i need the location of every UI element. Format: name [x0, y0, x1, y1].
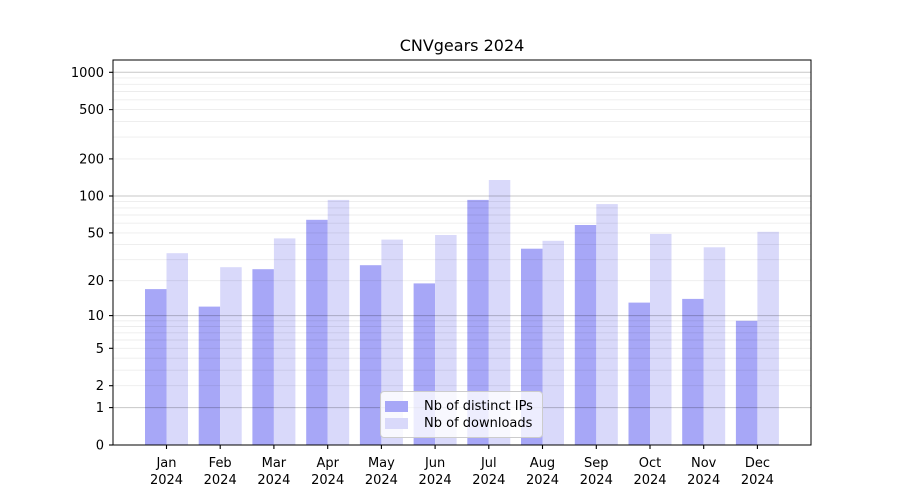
bar-distinct-ips-dec [735, 320, 758, 445]
bar-downloads-apr [327, 199, 350, 445]
x-tick-year-label: 2024 [419, 473, 452, 488]
x-tick-label-mar: Mar [262, 456, 287, 471]
bar-downloads-oct [650, 233, 672, 445]
y-tick-label-0: 0 [96, 439, 104, 454]
bar-distinct-ips-nov [682, 298, 704, 445]
bar-downloads-feb [220, 267, 242, 445]
x-tick-year-label: 2024 [204, 473, 237, 488]
legend-swatch-distinct-ips [385, 401, 408, 412]
gridlines-group [113, 71, 811, 409]
x-tick-label-nov: Nov [691, 456, 717, 471]
x-tick-year-label: 2024 [526, 473, 559, 488]
legend: Nb of distinct IPs Nb of downloads [380, 391, 543, 438]
x-tick-year-label: 2024 [633, 473, 666, 488]
bar-distinct-ips-mar [252, 269, 274, 445]
x-tick-year-label: 2024 [311, 473, 344, 488]
x-tick-year-label: 2024 [150, 473, 183, 488]
bar-distinct-ips-feb [198, 306, 221, 445]
bar-distinct-ips-apr [306, 219, 328, 445]
y-tick-label-500: 500 [79, 103, 104, 118]
x-tick-label-dec: Dec [745, 456, 770, 471]
bar-downloads-mar [273, 238, 296, 445]
legend-swatch-downloads [385, 418, 408, 429]
bar-distinct-ips-sep [574, 225, 597, 445]
x-tick-label-aug: Aug [530, 456, 555, 471]
bar-downloads-sep [596, 204, 618, 445]
legend-label-downloads: Nb of downloads [424, 416, 533, 431]
x-tick-label-may: May [368, 456, 395, 471]
bar-distinct-ips-oct [628, 302, 650, 445]
bar-downloads-jul [488, 180, 511, 445]
bar-distinct-ips-jul [467, 199, 489, 445]
x-tick-label-jul: Jul [480, 456, 497, 471]
bar-downloads-aug [542, 240, 564, 445]
x-tick-label-sep: Sep [584, 456, 609, 471]
x-tick-year-label: 2024 [472, 473, 505, 488]
x-tick-year-label: 2024 [257, 473, 290, 488]
x-tick-label-feb: Feb [209, 456, 232, 471]
y-tick-label-10: 10 [87, 309, 104, 324]
x-tick-label-apr: Apr [316, 456, 339, 471]
y-tick-label-20: 20 [87, 274, 104, 289]
y-tick-label-200: 200 [79, 152, 104, 167]
y-tick-label-1: 1 [96, 401, 104, 416]
axes-group [109, 59, 812, 449]
bar-downloads-dec [757, 231, 779, 445]
y-tick-label-100: 100 [79, 190, 104, 205]
x-tick-label-jun: Jun [424, 456, 445, 471]
x-tick-label-jan: Jan [155, 456, 176, 471]
x-tick-year-label: 2024 [741, 473, 774, 488]
x-tick-year-label: 2024 [580, 473, 613, 488]
y-tick-label-1000: 1000 [71, 66, 104, 81]
y-tick-label-5: 5 [96, 342, 104, 357]
bar-distinct-ips-jan [145, 289, 167, 445]
bar-distinct-ips-may [359, 265, 382, 445]
legend-label-distinct-ips: Nb of distinct IPs [424, 399, 533, 414]
plot-border [112, 59, 812, 446]
legend-item-downloads: Nb of downloads [385, 416, 536, 431]
y-tick-label-2: 2 [96, 379, 104, 394]
axis-labels-group: 0 1 2 5 10 20 50 100 200 500 1000 Jan 2024 Feb 2024 Mar… [71, 66, 774, 488]
x-tick-label-oct: Oct [639, 456, 661, 471]
chart-title: CNVgears 2024 [399, 36, 525, 55]
x-tick-year-label: 2024 [365, 473, 398, 488]
x-tick-year-label: 2024 [687, 473, 720, 488]
bar-downloads-jan [166, 253, 188, 445]
bar-downloads-nov [703, 247, 726, 445]
y-tick-label-50: 50 [87, 226, 104, 241]
legend-item-distinct-ips: Nb of distinct IPs [385, 399, 536, 414]
